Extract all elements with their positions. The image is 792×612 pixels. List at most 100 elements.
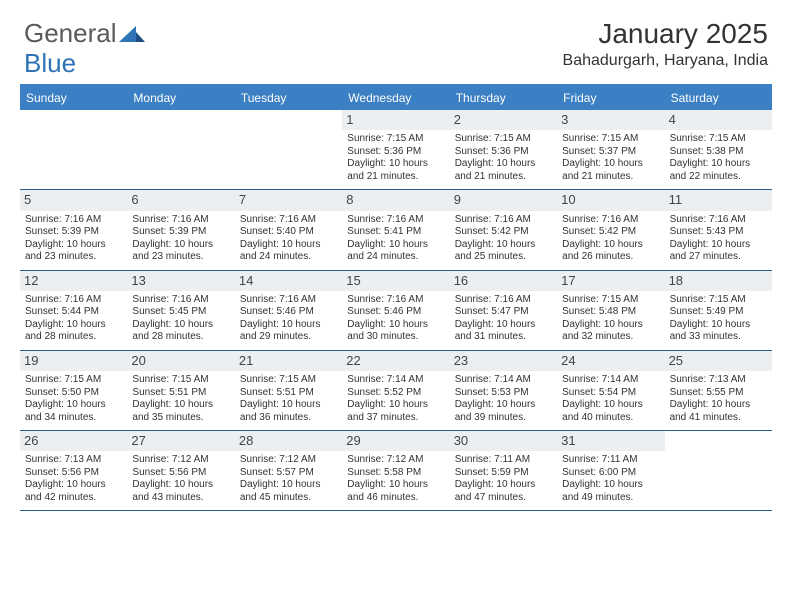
day-number: 15 [342,271,449,291]
calendar: SundayMondayTuesdayWednesdayThursdayFrid… [20,84,772,511]
sunset-line: Sunset: 5:46 PM [240,306,337,319]
sunrise-line: Sunrise: 7:16 AM [240,294,337,307]
day-header: Wednesday [342,86,449,110]
sunrise-line: Sunrise: 7:15 AM [240,374,337,387]
blank-cell [127,110,234,189]
sunrise-line: Sunrise: 7:11 AM [455,454,552,467]
day-number: 7 [235,190,342,210]
day-cell: 21Sunrise: 7:15 AMSunset: 5:51 PMDayligh… [235,351,342,430]
brand-text-2: Blue [24,48,76,79]
day-cell: 16Sunrise: 7:16 AMSunset: 5:47 PMDayligh… [450,271,557,350]
sunrise-line: Sunrise: 7:15 AM [562,133,659,146]
sunset-line: Sunset: 5:45 PM [132,306,229,319]
daylight-line: Daylight: 10 hours and 28 minutes. [25,319,122,344]
daylight-line: Daylight: 10 hours and 41 minutes. [670,399,767,424]
day-cell: 4Sunrise: 7:15 AMSunset: 5:38 PMDaylight… [665,110,772,189]
sunrise-line: Sunrise: 7:16 AM [347,294,444,307]
sunrise-line: Sunrise: 7:16 AM [347,214,444,227]
brand-text-1: General [24,18,117,49]
day-header: Friday [557,86,664,110]
day-number: 14 [235,271,342,291]
week-row: 5Sunrise: 7:16 AMSunset: 5:39 PMDaylight… [20,190,772,270]
day-cell: 26Sunrise: 7:13 AMSunset: 5:56 PMDayligh… [20,431,127,510]
daylight-line: Daylight: 10 hours and 35 minutes. [132,399,229,424]
day-header: Monday [127,86,234,110]
day-cell: 30Sunrise: 7:11 AMSunset: 5:59 PMDayligh… [450,431,557,510]
day-cell: 11Sunrise: 7:16 AMSunset: 5:43 PMDayligh… [665,190,772,269]
sunrise-line: Sunrise: 7:15 AM [562,294,659,307]
sunset-line: Sunset: 5:46 PM [347,306,444,319]
daylight-line: Daylight: 10 hours and 29 minutes. [240,319,337,344]
daylight-line: Daylight: 10 hours and 36 minutes. [240,399,337,424]
sunrise-line: Sunrise: 7:12 AM [347,454,444,467]
sunrise-line: Sunrise: 7:11 AM [562,454,659,467]
daylight-line: Daylight: 10 hours and 22 minutes. [670,158,767,183]
daylight-line: Daylight: 10 hours and 28 minutes. [132,319,229,344]
day-number: 5 [20,190,127,210]
day-number: 2 [450,110,557,130]
daylight-line: Daylight: 10 hours and 32 minutes. [562,319,659,344]
daylight-line: Daylight: 10 hours and 24 minutes. [240,239,337,264]
daylight-line: Daylight: 10 hours and 26 minutes. [562,239,659,264]
sunrise-line: Sunrise: 7:14 AM [562,374,659,387]
location-text: Bahadurgarh, Haryana, India [563,52,768,70]
day-cell: 25Sunrise: 7:13 AMSunset: 5:55 PMDayligh… [665,351,772,430]
daylight-line: Daylight: 10 hours and 46 minutes. [347,479,444,504]
daylight-line: Daylight: 10 hours and 43 minutes. [132,479,229,504]
sunset-line: Sunset: 5:40 PM [240,226,337,239]
day-cell: 15Sunrise: 7:16 AMSunset: 5:46 PMDayligh… [342,271,449,350]
day-cell: 9Sunrise: 7:16 AMSunset: 5:42 PMDaylight… [450,190,557,269]
day-number: 17 [557,271,664,291]
sunset-line: Sunset: 5:51 PM [240,387,337,400]
sunrise-line: Sunrise: 7:16 AM [455,294,552,307]
day-number: 18 [665,271,772,291]
sunset-line: Sunset: 5:39 PM [132,226,229,239]
daylight-line: Daylight: 10 hours and 24 minutes. [347,239,444,264]
title-block: January 2025 Bahadurgarh, Haryana, India [563,18,768,70]
sunset-line: Sunset: 5:57 PM [240,467,337,480]
day-cell: 8 Sunrise: 7:16 AMSunset: 5:41 PMDaylight… [342,190,449,269]
day-number: 12 [20,271,127,291]
day-number: 25 [665,351,772,371]
day-number: 11 [665,190,772,210]
week-row: 12Sunrise: 7:16 AMSunset: 5:44 PMDayligh… [20,271,772,351]
day-cell: 14 Sunrise: 7:16 AMSunset: 5:46 PMDayligh… [235,271,342,350]
daylight-line: Daylight: 10 hours and 27 minutes. [670,239,767,264]
day-number: 13 [127,271,234,291]
sunset-line: Sunset: 5:50 PM [25,387,122,400]
sunrise-line: Sunrise: 7:14 AM [347,374,444,387]
sunrise-line: Sunrise: 7:12 AM [240,454,337,467]
daylight-line: Daylight: 10 hours and 42 minutes. [25,479,122,504]
day-number: 8 [342,190,449,210]
day-cell: 24Sunrise: 7:14 AMSunset: 5:54 PMDayligh… [557,351,664,430]
day-cell: 27Sunrise: 7:12 AMSunset: 5:56 PMDayligh… [127,431,234,510]
day-cell: 31Sunrise: 7:11 AMSunset: 6:00 PMDayligh… [557,431,664,510]
day-cell: 2Sunrise: 7:15 AMSunset: 5:36 PMDaylight… [450,110,557,189]
sunset-line: Sunset: 5:36 PM [455,146,552,159]
sunrise-line: Sunrise: 7:15 AM [25,374,122,387]
sunset-line: Sunset: 5:41 PM [347,226,444,239]
sunset-line: Sunset: 5:54 PM [562,387,659,400]
sunrise-line: Sunrise: 7:13 AM [670,374,767,387]
sunset-line: Sunset: 5:38 PM [670,146,767,159]
sunrise-line: Sunrise: 7:15 AM [670,294,767,307]
sunrise-line: Sunrise: 7:16 AM [562,214,659,227]
sunset-line: Sunset: 5:53 PM [455,387,552,400]
daylight-line: Daylight: 10 hours and 37 minutes. [347,399,444,424]
day-cell: 19Sunrise: 7:15 AMSunset: 5:50 PMDayligh… [20,351,127,430]
week-row: 26Sunrise: 7:13 AMSunset: 5:56 PMDayligh… [20,431,772,511]
day-cell: 1Sunrise: 7:15 AMSunset: 5:36 PMDaylight… [342,110,449,189]
day-cell: 17Sunrise: 7:15 AMSunset: 5:48 PMDayligh… [557,271,664,350]
day-cell: 22Sunrise: 7:14 AMSunset: 5:52 PMDayligh… [342,351,449,430]
daylight-line: Daylight: 10 hours and 47 minutes. [455,479,552,504]
day-number: 3 [557,110,664,130]
day-number: 30 [450,431,557,451]
day-number: 31 [557,431,664,451]
day-cell: 20Sunrise: 7:15 AMSunset: 5:51 PMDayligh… [127,351,234,430]
daylight-line: Daylight: 10 hours and 31 minutes. [455,319,552,344]
day-number: 23 [450,351,557,371]
sunrise-line: Sunrise: 7:16 AM [132,214,229,227]
daylight-line: Daylight: 10 hours and 33 minutes. [670,319,767,344]
sunset-line: Sunset: 5:49 PM [670,306,767,319]
sunrise-line: Sunrise: 7:16 AM [455,214,552,227]
